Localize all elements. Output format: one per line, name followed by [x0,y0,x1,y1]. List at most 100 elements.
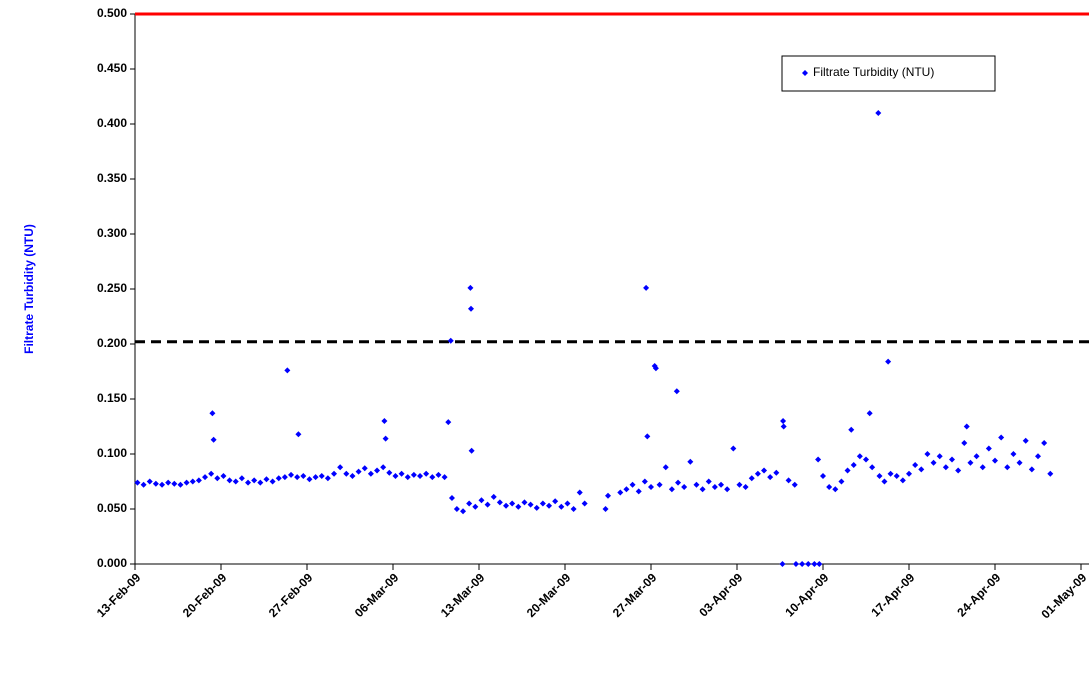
y-tick-label: 0.300 [97,226,127,240]
data-point [656,481,663,488]
x-tick-label: 24-Apr-09 [954,570,1003,619]
data-point [398,470,405,477]
data-point [165,479,172,486]
data-point [963,423,970,430]
x-tick-label: 06-Mar-09 [352,570,402,620]
data-point [936,453,943,460]
data-point [257,479,264,486]
data-point [423,470,430,477]
data-point [410,471,417,478]
data-point [466,500,473,507]
data-point [521,499,528,506]
data-point [294,474,301,481]
data-point [718,481,725,488]
data-point [539,500,546,507]
y-tick-label: 0.000 [97,556,127,570]
data-point [930,459,937,466]
data-point [876,473,883,479]
data-point [648,484,654,490]
data-point [792,561,799,567]
data-point [826,484,833,490]
data-point [349,473,356,479]
data-point [816,561,823,567]
data-point [736,481,743,488]
x-tick-label: 27-Mar-09 [610,570,660,620]
data-point [773,469,780,476]
data-point [210,436,217,443]
y-tick-label: 0.450 [97,61,127,75]
data-point [209,410,216,417]
y-axis-label: Filtrate Turbidity (NTU) [22,224,36,354]
data-point [448,495,455,501]
data-point [668,486,675,493]
data-point [1028,466,1035,473]
data-point [899,477,906,484]
data-point [527,501,534,508]
data-point [985,445,992,452]
y-tick-label: 0.350 [97,171,127,185]
data-point [791,481,798,488]
data-point [564,500,571,507]
data-point [643,284,650,291]
data-point [453,506,460,512]
data-point [742,484,749,490]
data-point [295,431,302,438]
data-point [1022,437,1029,444]
data-point [570,506,577,512]
data-point [472,503,479,510]
data-point [392,473,399,479]
data-point [617,489,624,496]
data-point [848,426,855,433]
data-point [220,473,227,479]
data-point [152,480,159,487]
data-point [312,474,319,481]
data-point [281,474,288,481]
x-tick-label: 17-Apr-09 [868,570,917,619]
data-point [949,456,955,463]
data-point [288,471,295,478]
data-point [780,423,787,430]
data-point [324,475,331,482]
data-point [331,470,338,477]
data-point [1047,470,1054,477]
data-point [533,504,540,511]
data-point [284,367,291,374]
data-point [189,478,196,485]
data-point [863,456,869,463]
data-point [558,503,565,510]
data-point [711,484,718,490]
data-point [306,476,313,483]
data-point [629,481,636,488]
data-point [515,503,522,510]
data-point [838,478,845,485]
data-point [779,561,786,567]
y-tick-label: 0.050 [97,501,127,515]
data-point [785,477,792,484]
data-point [675,479,682,486]
data-point [300,473,307,479]
data-point [468,447,475,454]
x-tick-label: 13-Mar-09 [438,570,488,620]
data-point [724,486,731,493]
data-point [445,419,452,426]
data-point [202,474,209,481]
data-point [435,471,442,478]
data-point [961,440,968,446]
data-point [245,479,252,486]
data-point [602,506,609,512]
data-point [1016,459,1023,466]
data-point [652,365,659,372]
data-point [693,481,700,488]
data-point [820,473,826,479]
data-point [1041,440,1048,446]
data-point [799,561,806,567]
data-point [275,475,282,482]
data-point [140,481,147,488]
data-point [699,486,706,493]
data-point [761,467,768,474]
x-tick-label: 01-May-09 [1038,570,1089,621]
data-point [998,434,1005,441]
y-tick-label: 0.150 [97,391,127,405]
data-point [811,561,818,567]
